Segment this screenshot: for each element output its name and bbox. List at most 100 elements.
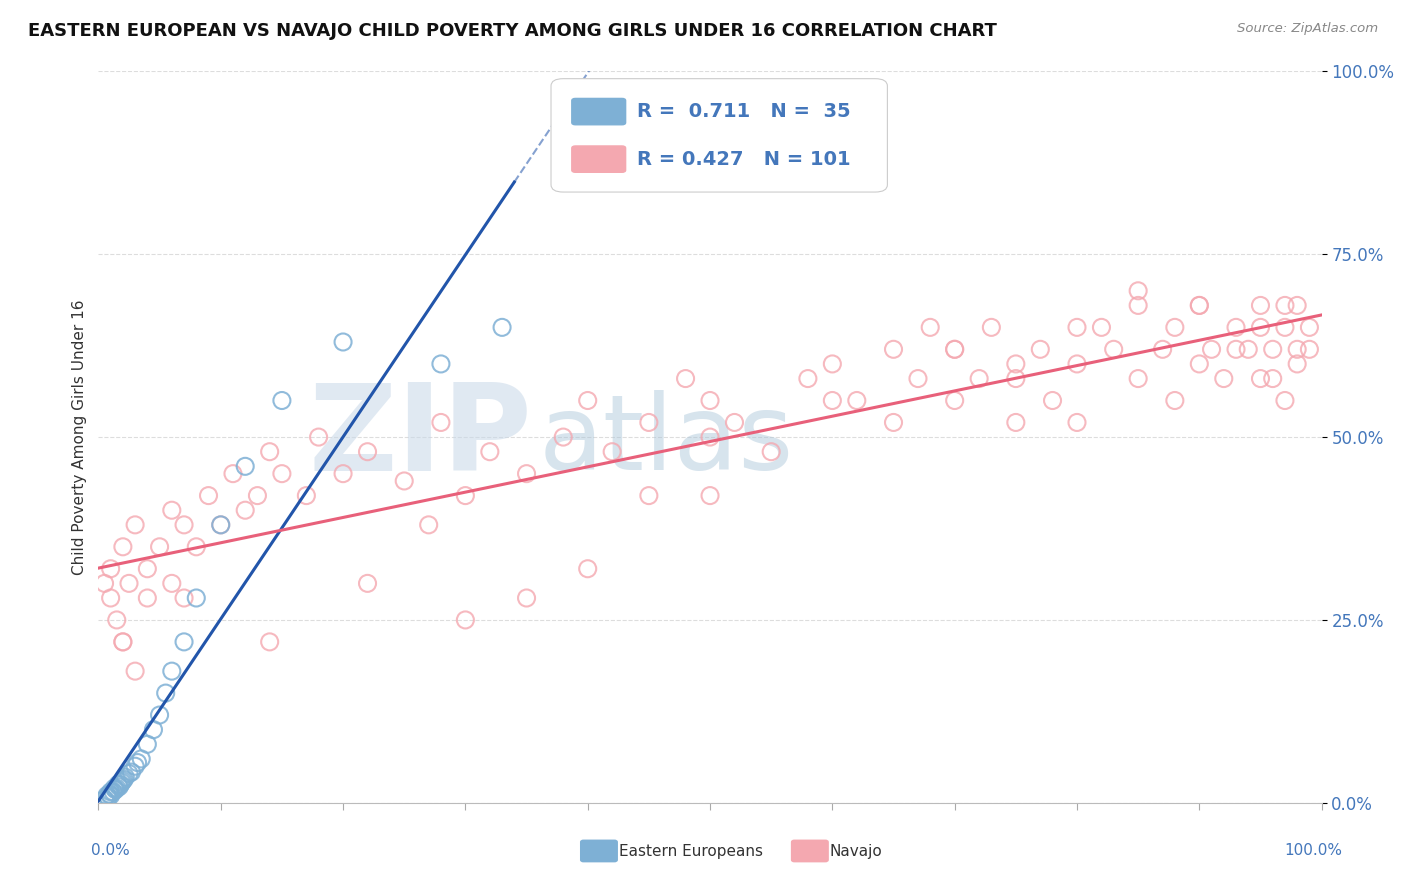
Point — [155, 686, 177, 700]
Point — [270, 393, 294, 408]
Point — [478, 444, 501, 458]
Point — [97, 790, 120, 805]
Point — [637, 489, 661, 503]
Point — [259, 635, 281, 649]
Point — [1225, 343, 1247, 357]
Point — [93, 576, 115, 591]
Point — [515, 467, 537, 481]
Point — [98, 787, 121, 801]
Text: ZIP: ZIP — [309, 378, 533, 496]
Point — [259, 444, 281, 458]
Point — [100, 785, 122, 799]
Point — [1090, 320, 1112, 334]
Point — [129, 752, 152, 766]
Point — [127, 756, 149, 770]
Point — [1128, 284, 1150, 298]
Point — [1004, 416, 1026, 430]
Text: atlas: atlas — [538, 390, 794, 491]
Point — [1164, 320, 1187, 334]
Point — [430, 357, 453, 371]
Point — [1066, 357, 1088, 371]
Point — [93, 792, 115, 806]
Point — [173, 635, 195, 649]
Point — [104, 782, 127, 797]
Point — [173, 517, 195, 532]
Point — [515, 591, 537, 605]
Point — [637, 416, 661, 430]
Point — [1029, 343, 1052, 357]
FancyBboxPatch shape — [572, 146, 626, 172]
Text: R = 0.427   N = 101: R = 0.427 N = 101 — [637, 150, 851, 169]
Point — [943, 393, 966, 408]
Point — [103, 781, 125, 796]
Point — [1212, 371, 1234, 385]
Point — [100, 591, 122, 605]
Point — [600, 444, 623, 458]
Point — [821, 357, 844, 371]
Point — [723, 416, 745, 430]
Point — [1249, 320, 1271, 334]
Point — [1164, 393, 1187, 408]
Text: 0.0%: 0.0% — [91, 843, 131, 858]
Point — [943, 343, 966, 357]
Point — [980, 320, 1002, 334]
Point — [1188, 298, 1211, 312]
Point — [142, 723, 165, 737]
Point — [699, 393, 721, 408]
Point — [186, 540, 208, 554]
Point — [136, 562, 159, 576]
Point — [1298, 343, 1320, 357]
Point — [209, 517, 232, 532]
Point — [883, 343, 905, 357]
Text: 100.0%: 100.0% — [1285, 843, 1343, 858]
Point — [295, 489, 318, 503]
Point — [108, 780, 131, 794]
Point — [124, 759, 146, 773]
Point — [1042, 393, 1064, 408]
Point — [1188, 298, 1211, 312]
Point — [197, 489, 219, 503]
Point — [222, 467, 245, 481]
Y-axis label: Child Poverty Among Girls Under 16: Child Poverty Among Girls Under 16 — [72, 300, 87, 574]
Point — [454, 489, 477, 503]
Point — [111, 635, 134, 649]
Point — [114, 770, 136, 784]
Point — [821, 393, 844, 408]
Point — [1249, 298, 1271, 312]
Point — [1274, 393, 1296, 408]
Point — [553, 430, 575, 444]
Point — [491, 320, 513, 334]
Point — [797, 371, 820, 385]
Point — [308, 430, 330, 444]
Point — [100, 789, 122, 803]
Point — [699, 489, 721, 503]
Point — [1286, 343, 1309, 357]
Point — [1286, 298, 1309, 312]
Point — [124, 664, 146, 678]
Point — [675, 371, 697, 385]
Point — [110, 778, 132, 792]
Point — [233, 459, 256, 474]
Point — [430, 416, 453, 430]
Point — [209, 517, 232, 532]
Point — [1298, 320, 1320, 334]
Point — [332, 334, 354, 349]
Point — [124, 517, 146, 532]
Point — [1128, 371, 1150, 385]
Point — [118, 576, 141, 591]
Point — [1261, 371, 1284, 385]
Point — [920, 320, 942, 334]
Point — [1249, 371, 1271, 385]
Point — [1286, 357, 1309, 371]
Point — [1237, 343, 1260, 357]
Point — [136, 737, 159, 751]
Point — [160, 664, 183, 678]
Point — [967, 371, 990, 385]
Point — [246, 489, 269, 503]
Point — [96, 789, 118, 803]
Point — [356, 576, 378, 591]
Point — [1225, 320, 1247, 334]
Point — [111, 540, 134, 554]
Point — [111, 773, 134, 788]
Point — [118, 766, 141, 780]
